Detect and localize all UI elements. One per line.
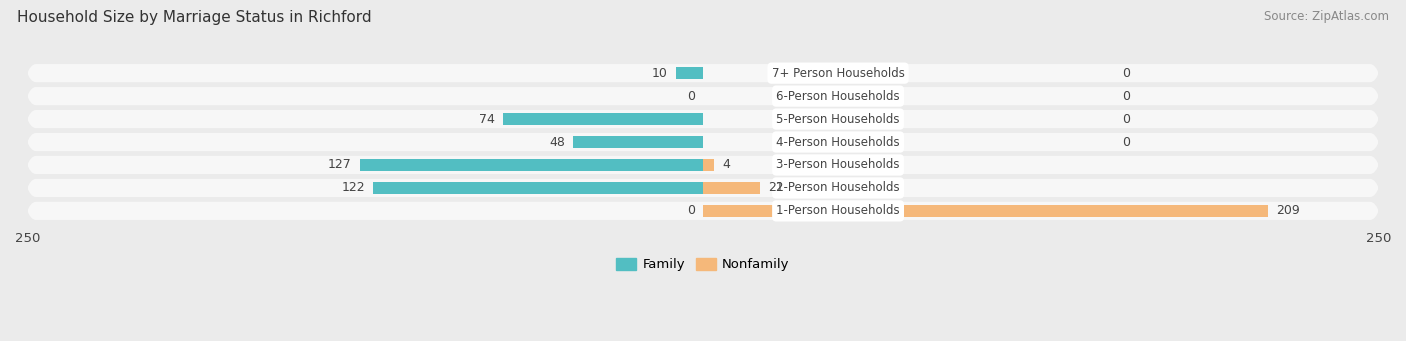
- Text: 74: 74: [479, 113, 495, 125]
- Text: 0: 0: [1122, 66, 1129, 80]
- Text: 4-Person Households: 4-Person Households: [776, 135, 900, 149]
- Text: 7+ Person Households: 7+ Person Households: [772, 66, 904, 80]
- Text: 10: 10: [652, 66, 668, 80]
- Text: 21: 21: [768, 181, 783, 194]
- Text: 127: 127: [328, 159, 352, 172]
- Text: 4: 4: [721, 159, 730, 172]
- Bar: [503, 113, 703, 125]
- Text: 5-Person Households: 5-Person Households: [776, 113, 900, 125]
- Text: 122: 122: [342, 181, 366, 194]
- Bar: [360, 159, 703, 171]
- Text: 0: 0: [688, 204, 695, 218]
- Legend: Family, Nonfamily: Family, Nonfamily: [612, 253, 794, 277]
- Text: 209: 209: [1275, 204, 1299, 218]
- FancyBboxPatch shape: [14, 36, 1392, 341]
- Text: 0: 0: [1122, 113, 1129, 125]
- Text: Household Size by Marriage Status in Richford: Household Size by Marriage Status in Ric…: [17, 10, 371, 25]
- Bar: [676, 67, 703, 79]
- Bar: [374, 182, 703, 194]
- Text: 48: 48: [550, 135, 565, 149]
- FancyBboxPatch shape: [14, 0, 1392, 248]
- Text: 1-Person Households: 1-Person Households: [776, 204, 900, 218]
- Text: 0: 0: [688, 90, 695, 103]
- Text: 6-Person Households: 6-Person Households: [776, 90, 900, 103]
- Text: 3-Person Households: 3-Person Households: [776, 159, 900, 172]
- Text: 0: 0: [1122, 90, 1129, 103]
- FancyBboxPatch shape: [14, 0, 1392, 317]
- Bar: [703, 159, 714, 171]
- FancyBboxPatch shape: [14, 0, 1392, 340]
- Text: 0: 0: [1122, 135, 1129, 149]
- FancyBboxPatch shape: [14, 13, 1392, 341]
- Bar: [703, 205, 1268, 217]
- Bar: [703, 182, 759, 194]
- Text: Source: ZipAtlas.com: Source: ZipAtlas.com: [1264, 10, 1389, 23]
- Text: 2-Person Households: 2-Person Households: [776, 181, 900, 194]
- FancyBboxPatch shape: [14, 0, 1392, 271]
- FancyBboxPatch shape: [14, 0, 1392, 294]
- Bar: [574, 136, 703, 148]
